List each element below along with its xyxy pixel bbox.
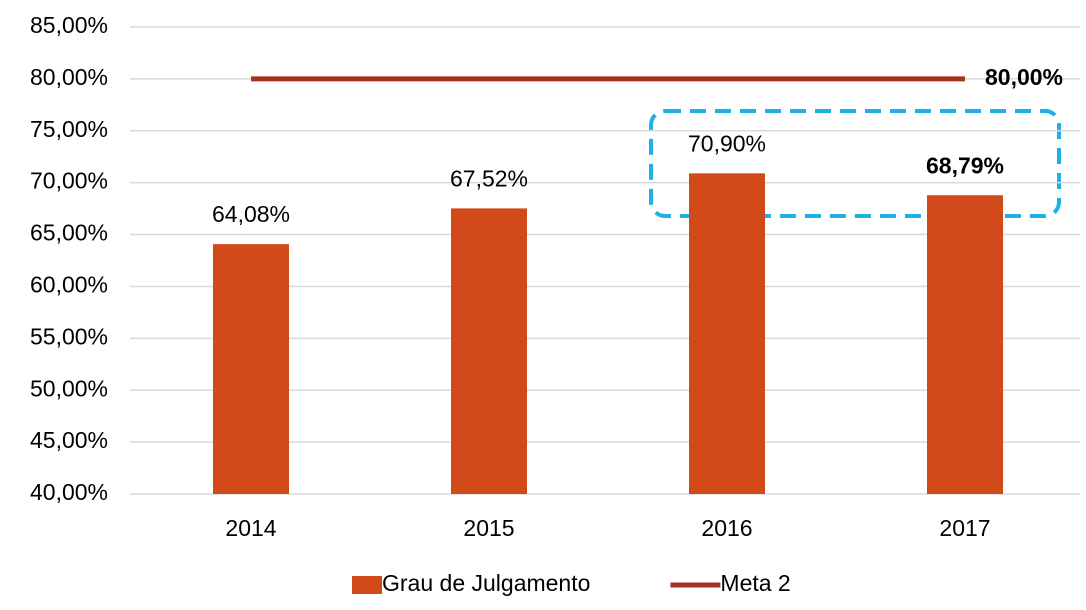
- legend-swatch: [352, 576, 382, 594]
- y-tick-label: 60,00%: [30, 272, 108, 298]
- bar: [927, 195, 1003, 495]
- legend-label: Grau de Julgamento: [382, 570, 590, 596]
- data-label: 64,08%: [212, 201, 290, 227]
- bar: [689, 173, 765, 494]
- y-tick-label: 85,00%: [30, 12, 108, 38]
- y-tick-label: 40,00%: [30, 479, 108, 505]
- highlight-box: [649, 109, 1061, 218]
- y-tick-label: 55,00%: [30, 323, 108, 349]
- x-tick-label: 2017: [939, 515, 990, 541]
- bar: [451, 208, 527, 494]
- y-tick-label: 80,00%: [30, 64, 108, 90]
- data-label: 67,52%: [450, 165, 528, 191]
- y-tick-label: 45,00%: [30, 427, 108, 453]
- x-tick-label: 2015: [463, 515, 514, 541]
- x-tick-label: 2016: [701, 515, 752, 541]
- data-label: 68,79%: [926, 152, 1004, 178]
- x-tick-label: 2014: [225, 515, 276, 541]
- y-tick-label: 65,00%: [30, 220, 108, 246]
- legend-label: Meta 2: [720, 570, 790, 596]
- data-label: 80,00%: [985, 64, 1063, 90]
- y-tick-label: 50,00%: [30, 375, 108, 401]
- y-tick-label: 75,00%: [30, 116, 108, 142]
- y-tick-label: 70,00%: [30, 168, 108, 194]
- data-label: 70,90%: [688, 130, 766, 156]
- bar: [213, 244, 289, 494]
